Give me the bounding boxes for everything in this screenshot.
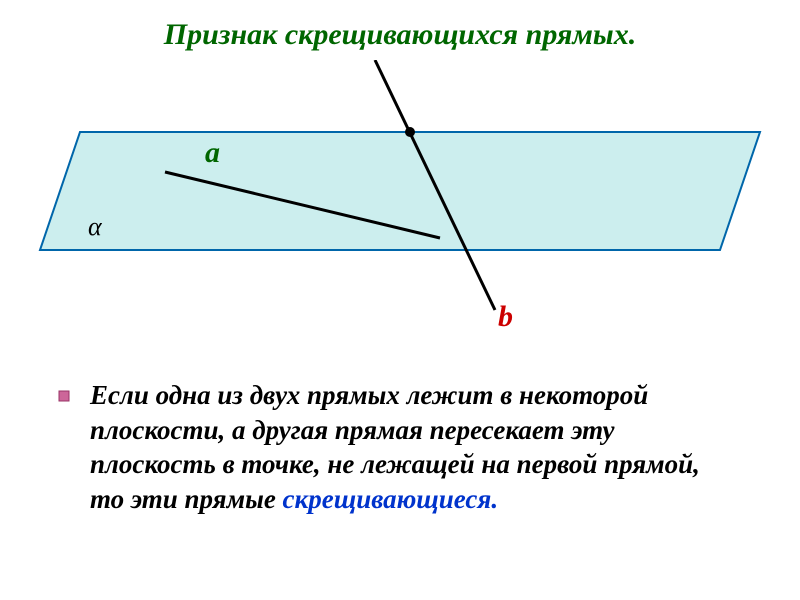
bullet-icon [58,390,70,402]
plane-alpha [40,132,760,250]
theorem-text: Если одна из двух прямых лежит в некотор… [90,378,740,516]
theorem-highlight: скрещивающиеся. [283,484,499,514]
intersection-point [405,127,415,137]
page-title: Признак скрещивающихся прямых. [0,18,800,52]
geometry-diagram [20,60,780,340]
label-line-b: b [498,300,513,334]
label-line-a: a [205,136,220,170]
label-plane-alpha: α [88,212,102,242]
